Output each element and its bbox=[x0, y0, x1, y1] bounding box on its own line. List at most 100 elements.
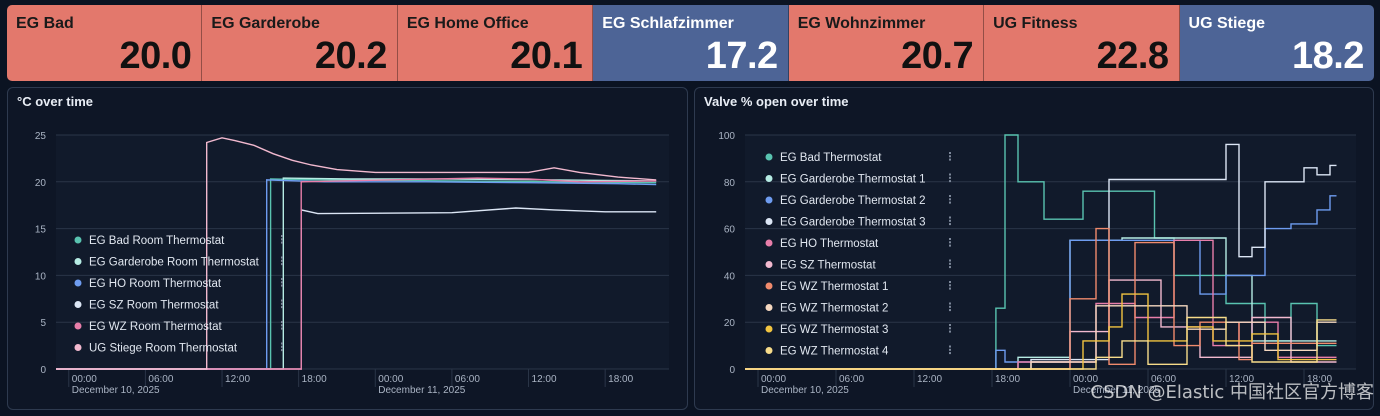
series-line-2 bbox=[56, 179, 657, 370]
series-line-8 bbox=[745, 293, 1337, 370]
legend-label[interactable]: EG HO Thermostat bbox=[780, 238, 879, 250]
legend-label[interactable]: UG Stiege Room Thermostat bbox=[89, 343, 238, 355]
tile-name: EG Garderobe bbox=[211, 15, 320, 32]
x-tick-label: 18:00 bbox=[608, 374, 633, 385]
legend-label[interactable]: EG SZ Room Thermostat bbox=[89, 300, 219, 312]
legend-item-menu-icon[interactable] bbox=[949, 281, 951, 290]
tile-eg-home-office[interactable]: EG Home Office 20.1 bbox=[397, 5, 594, 81]
tile-eg-wohnzimmer[interactable]: EG Wohnzimmer 20.7 bbox=[788, 5, 985, 81]
y-tick-label: 15 bbox=[35, 225, 47, 236]
legend-item-menu-icon[interactable] bbox=[281, 321, 283, 330]
legend-item-menu-icon[interactable] bbox=[949, 216, 951, 226]
legend-swatch bbox=[74, 322, 82, 330]
x-tick-label: 18:00 bbox=[302, 374, 327, 385]
legend-label[interactable]: EG HO Room Thermostat bbox=[89, 278, 222, 290]
legend-item-menu-icon[interactable] bbox=[949, 173, 951, 183]
x-tick-label: 06:00 bbox=[1151, 374, 1176, 385]
y-tick-label: 100 bbox=[718, 131, 735, 142]
legend-label[interactable]: EG Garderobe Room Thermostat bbox=[89, 257, 260, 269]
x-date-label: December 10, 2025 bbox=[761, 385, 849, 396]
tile-value: 20.0 bbox=[119, 35, 192, 77]
legend-swatch bbox=[765, 218, 773, 225]
legend-item-menu-icon[interactable] bbox=[281, 256, 283, 266]
legend-item-menu-icon[interactable] bbox=[281, 235, 283, 244]
legend-swatch bbox=[74, 344, 82, 351]
y-tick-label: 0 bbox=[40, 365, 46, 376]
legend-swatch bbox=[74, 236, 82, 244]
legend-swatch bbox=[765, 347, 773, 354]
legend-label[interactable]: EG WZ Thermostat 2 bbox=[780, 303, 888, 315]
legend-swatch bbox=[765, 261, 773, 268]
legend-item-menu-icon[interactable] bbox=[949, 345, 951, 355]
tile-value: 20.2 bbox=[314, 35, 387, 77]
series-line-7 bbox=[745, 305, 1337, 370]
series-line-1 bbox=[745, 237, 1337, 370]
x-tick-label: 00:00 bbox=[761, 374, 786, 385]
tile-eg-schlafzimmer[interactable]: EG Schlafzimmer 17.2 bbox=[593, 5, 789, 81]
legend-label[interactable]: EG Bad Room Thermostat bbox=[89, 235, 225, 247]
tile-ug-stiege[interactable]: UG Stiege 18.2 bbox=[1179, 5, 1374, 81]
valve-chart[interactable]: 0 20 40 60 80 100 00:00 06:00 12:00 18:00 00:00 06:… bbox=[695, 88, 1373, 409]
panel-title: Valve % open over time bbox=[704, 94, 849, 109]
series-line-2 bbox=[745, 195, 1337, 370]
legend-label[interactable]: EG WZ Room Thermostat bbox=[89, 321, 223, 333]
legend-item-menu-icon[interactable] bbox=[949, 302, 951, 312]
legend-swatch bbox=[765, 304, 773, 311]
temperature-chart[interactable]: 0 5 10 15 20 25 00:00 06:00 12:00 18:00 00:00 06:00… bbox=[8, 88, 687, 409]
y-tick-label: 60 bbox=[724, 225, 736, 236]
x-tick-label: 12:00 bbox=[225, 374, 250, 385]
x-date-label: December 10, 2025 bbox=[72, 385, 160, 396]
metric-tiles: EG Bad 20.0 EG Garderobe 20.2 EG Home Of… bbox=[7, 5, 1374, 81]
x-date-label: December 11, 2025 bbox=[1073, 385, 1161, 396]
watermark: CSDN @Elastic 中国社区官方博客 bbox=[1090, 382, 1375, 403]
series-line-4 bbox=[56, 177, 657, 370]
legend-label[interactable]: EG Bad Thermostat bbox=[780, 152, 882, 164]
x-tick-label: 06:00 bbox=[148, 374, 173, 385]
legend-item-menu-icon[interactable] bbox=[949, 259, 951, 269]
tile-eg-bad[interactable]: EG Bad 20.0 bbox=[7, 5, 203, 81]
y-tick-label: 0 bbox=[729, 365, 735, 376]
y-tick-label: 25 bbox=[35, 131, 47, 142]
y-tick-label: 80 bbox=[724, 178, 736, 189]
x-tick-label: 06:00 bbox=[455, 374, 480, 385]
legend-label[interactable]: EG Garderobe Thermostat 1 bbox=[780, 174, 926, 186]
series-line-9 bbox=[745, 316, 1337, 370]
legend-item-menu-icon[interactable] bbox=[281, 299, 283, 309]
tile-name: UG Fitness bbox=[993, 15, 1078, 32]
y-tick-label: 5 bbox=[40, 318, 46, 329]
x-tick-label: 06:00 bbox=[839, 374, 864, 385]
legend-swatch bbox=[74, 279, 82, 287]
tile-value: 20.7 bbox=[901, 35, 974, 77]
tile-name: EG Home Office bbox=[406, 15, 529, 32]
x-tick-label: 00:00 bbox=[1073, 374, 1098, 385]
tile-value: 20.1 bbox=[510, 35, 583, 77]
legend-swatch bbox=[765, 196, 773, 204]
plot-area bbox=[56, 135, 669, 369]
tile-ug-fitness[interactable]: UG Fitness 22.8 bbox=[984, 5, 1180, 81]
chart-legend: EG Bad Room Thermostat EG Garderobe Room … bbox=[74, 235, 283, 355]
y-tick-label: 20 bbox=[35, 178, 47, 189]
legend-item-menu-icon[interactable] bbox=[949, 152, 951, 161]
legend-label[interactable]: EG SZ Thermostat bbox=[780, 260, 876, 272]
panel-title: °C over time bbox=[17, 94, 94, 109]
legend-item-menu-icon[interactable] bbox=[949, 195, 951, 204]
x-tick-label: 00:00 bbox=[72, 374, 97, 385]
legend-item-menu-icon[interactable] bbox=[281, 342, 283, 352]
legend-label[interactable]: EG Garderobe Thermostat 3 bbox=[780, 217, 926, 229]
tile-value: 18.2 bbox=[1291, 35, 1364, 77]
legend-item-menu-icon[interactable] bbox=[949, 324, 951, 333]
legend-item-menu-icon[interactable] bbox=[281, 278, 283, 287]
valve-panel: Valve % open over time 0 20 40 60 80 100 00:00… bbox=[694, 87, 1374, 410]
legend-swatch bbox=[765, 239, 773, 247]
legend-label[interactable]: EG WZ Thermostat 1 bbox=[780, 281, 888, 293]
legend-label[interactable]: EG WZ Thermostat 4 bbox=[780, 346, 889, 358]
x-tick-label: 00:00 bbox=[378, 374, 403, 385]
legend-swatch bbox=[74, 258, 82, 265]
legend-label[interactable]: EG WZ Thermostat 3 bbox=[780, 324, 888, 336]
x-tick-label: 12:00 bbox=[917, 374, 942, 385]
legend-label[interactable]: EG Garderobe Thermostat 2 bbox=[780, 195, 926, 207]
tile-eg-garderobe[interactable]: EG Garderobe 20.2 bbox=[202, 5, 398, 81]
y-tick-label: 20 bbox=[724, 318, 736, 329]
series-line-5 bbox=[56, 137, 657, 370]
legend-item-menu-icon[interactable] bbox=[949, 238, 951, 247]
